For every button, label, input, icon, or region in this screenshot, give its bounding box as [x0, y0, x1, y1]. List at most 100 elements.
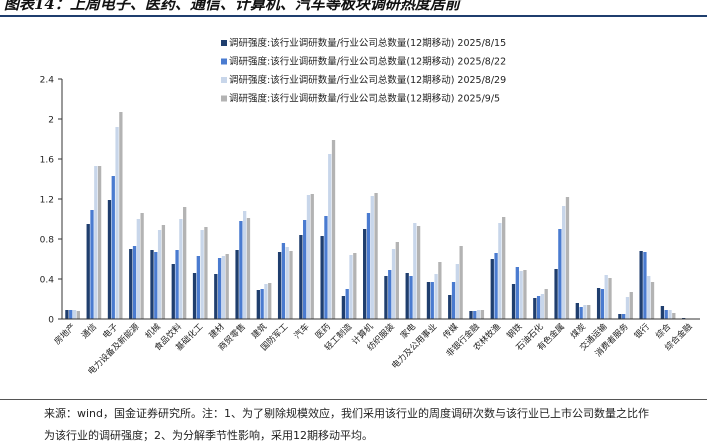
bar	[76, 311, 80, 319]
bar	[533, 298, 537, 319]
bar	[111, 176, 115, 319]
bar	[664, 310, 668, 319]
bar	[90, 210, 94, 319]
bar	[629, 292, 633, 319]
bar	[353, 253, 357, 319]
bars	[65, 112, 686, 319]
y-tick-label: 2	[48, 116, 54, 126]
legend-swatch	[221, 77, 227, 83]
bar	[480, 310, 485, 319]
x-category-label: 汽车	[292, 321, 312, 341]
bar	[129, 249, 133, 319]
bar	[299, 235, 303, 319]
bar	[65, 310, 69, 319]
bar	[306, 195, 311, 319]
bar	[455, 264, 459, 319]
bar	[426, 282, 431, 319]
legend-label: 调研强度:该行业调研数量/行业公司总数量(12期移动) 2025/9/5	[229, 93, 500, 105]
bar	[384, 276, 388, 319]
bar	[476, 310, 481, 319]
bar	[558, 229, 562, 319]
bar	[246, 218, 251, 319]
bar	[643, 252, 647, 319]
bar	[204, 227, 208, 319]
bar	[235, 250, 239, 319]
bar	[183, 207, 187, 319]
bar	[97, 166, 102, 319]
y-tick-label: 1.2	[40, 196, 54, 206]
bar	[579, 307, 583, 319]
bar	[140, 213, 144, 319]
bar	[157, 230, 162, 319]
bar	[349, 255, 353, 319]
bar	[618, 314, 622, 319]
legend-label: 调研强度:该行业调研数量/行业公司总数量(12期移动) 2025/8/15	[229, 37, 506, 49]
bar	[622, 314, 626, 319]
bar	[285, 247, 289, 319]
bar	[192, 273, 197, 319]
bar	[434, 274, 438, 319]
bar	[583, 305, 587, 319]
bar	[600, 289, 605, 319]
bar	[256, 290, 260, 319]
bar	[391, 249, 396, 319]
x-axis: 房地产 通信 电子电力设备及新能源 机械食品饮料基础化工 建材商贸零售 建筑国防军工 汽车医…	[52, 318, 700, 377]
source-note: 来源：wind，国金证券研究所。注：1、为了剔除规模效应，我们采用该行业的周度调…	[44, 407, 650, 420]
bar	[69, 310, 73, 319]
y-axis: 0 0.4 0.8 1.2 1.6 2 2.4	[40, 76, 63, 326]
legend-swatch	[221, 95, 227, 102]
bar	[473, 311, 477, 319]
legend-label: 调研强度:该行业调研数量/行业公司总数量(12期移动) 2025/8/29	[229, 74, 506, 86]
legend-swatch	[221, 40, 227, 46]
bar	[239, 221, 243, 319]
bar	[413, 223, 417, 319]
legend: 调研强度:该行业调研数量/行业公司总数量(12期移动) 2025/8/15 调研强…	[221, 37, 506, 105]
legend-label: 调研强度:该行业调研数量/行业公司总数量(12期移动) 2025/8/22	[229, 56, 506, 68]
bar	[136, 219, 140, 319]
bar	[107, 200, 112, 319]
bar	[511, 284, 516, 319]
bar	[672, 313, 676, 319]
bar	[370, 196, 374, 319]
bar	[217, 258, 222, 319]
bar	[303, 220, 307, 319]
bar	[289, 251, 293, 319]
bar	[540, 294, 545, 319]
bar	[647, 276, 651, 319]
bar	[243, 211, 247, 319]
bar	[405, 273, 409, 319]
bar	[536, 296, 541, 319]
bar	[260, 289, 264, 319]
bar	[650, 282, 655, 319]
bar	[565, 197, 570, 319]
bar	[320, 236, 324, 319]
bar	[345, 289, 349, 319]
x-category-label: 通信	[79, 321, 99, 341]
bar	[562, 206, 566, 319]
bar	[281, 243, 286, 319]
bar	[604, 275, 608, 319]
y-tick-label: 0	[48, 316, 54, 326]
x-category-label: 银行	[632, 321, 652, 341]
bar	[596, 288, 601, 319]
bar	[587, 305, 591, 319]
x-category-label: 房地产	[52, 321, 78, 347]
bar	[331, 140, 336, 319]
bar	[171, 264, 175, 319]
y-tick-label: 1.6	[40, 156, 55, 166]
bar	[175, 250, 179, 319]
bar	[438, 262, 442, 319]
bar	[388, 270, 392, 319]
bar	[363, 229, 367, 319]
bar	[179, 219, 183, 319]
bar	[469, 311, 473, 319]
bar	[523, 270, 527, 319]
bar	[150, 250, 154, 319]
bar	[502, 217, 506, 319]
y-tick-label: 0.8	[40, 236, 55, 246]
bar	[494, 253, 498, 319]
bar	[310, 194, 314, 319]
bar	[115, 127, 119, 319]
bar	[660, 306, 665, 319]
